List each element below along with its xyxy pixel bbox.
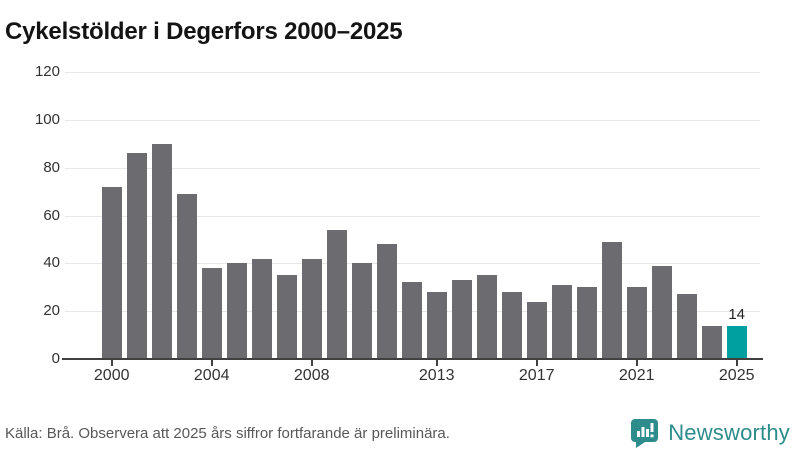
data-label-2025: 14 [728, 305, 746, 323]
bar-chart-speech-bubble-icon [629, 417, 660, 449]
bar-2007 [276, 275, 297, 359]
gridline-60 [65, 215, 760, 217]
gridline-100 [65, 119, 760, 121]
x-tick-mark-2013 [435, 360, 438, 366]
plot-area [65, 72, 760, 359]
bar-2006 [251, 258, 272, 359]
y-tick-label-0: 0 [51, 350, 60, 367]
gridline-80 [65, 167, 760, 169]
x-tick-label-2004: 2004 [193, 367, 230, 384]
x-tick-label-2017: 2017 [518, 367, 555, 384]
bar-2003 [176, 193, 197, 359]
newsworthy-logo-text: Newsworthy [668, 420, 790, 445]
bar-2008 [301, 258, 322, 359]
y-tick-label-20: 20 [43, 302, 60, 320]
bar-2018 [551, 284, 572, 359]
source-note: Källa: Brå. Observera att 2025 års siffr… [5, 425, 450, 442]
y-tick-label-80: 80 [43, 158, 60, 176]
gridline-120 [65, 72, 760, 73]
page-title: Cykelstölder i Degerfors 2000–2025 [5, 18, 403, 46]
bar-2010 [351, 263, 372, 359]
x-tick-mark-2000 [110, 360, 113, 366]
bar-2013 [426, 292, 447, 359]
y-tick-label-100: 100 [34, 110, 60, 128]
x-tick-label-2008: 2008 [293, 367, 330, 384]
bar-2022 [651, 265, 672, 359]
y-tick-label-120: 120 [34, 63, 60, 80]
bar-2014 [451, 280, 472, 359]
bar-2009 [326, 229, 347, 359]
gridline-40 [65, 263, 760, 265]
bar-2020 [601, 241, 622, 359]
x-tick-label-2025: 2025 [718, 367, 755, 384]
bar-2001 [126, 153, 147, 359]
bar-2015 [476, 275, 497, 359]
bar-2004 [201, 268, 222, 359]
bar-2023 [676, 294, 697, 359]
bar-2012 [401, 282, 422, 359]
y-tick-label-60: 60 [43, 206, 60, 224]
bar-2019 [576, 287, 597, 359]
bar-2025 [726, 325, 747, 359]
x-tick-label-2000: 2000 [93, 367, 130, 384]
bar-2016 [501, 292, 522, 359]
x-tick-mark-2004 [210, 360, 213, 366]
x-axis-line [62, 358, 763, 360]
bar-2002 [151, 143, 172, 359]
x-tick-label-2013: 2013 [418, 367, 455, 384]
bar-2000 [101, 186, 122, 359]
bar-2021 [626, 287, 647, 359]
x-tick-mark-2025 [735, 360, 738, 366]
x-tick-label-2021: 2021 [618, 367, 655, 384]
x-tick-mark-2021 [635, 360, 638, 366]
bar-2024 [701, 325, 722, 359]
bar-2017 [526, 301, 547, 359]
x-tick-mark-2008 [310, 360, 313, 366]
x-tick-mark-2017 [535, 360, 538, 366]
bar-2011 [376, 244, 397, 359]
bar-2005 [226, 263, 247, 359]
newsworthy-logo: Newsworthy [629, 416, 790, 450]
y-tick-label-40: 40 [43, 254, 60, 272]
